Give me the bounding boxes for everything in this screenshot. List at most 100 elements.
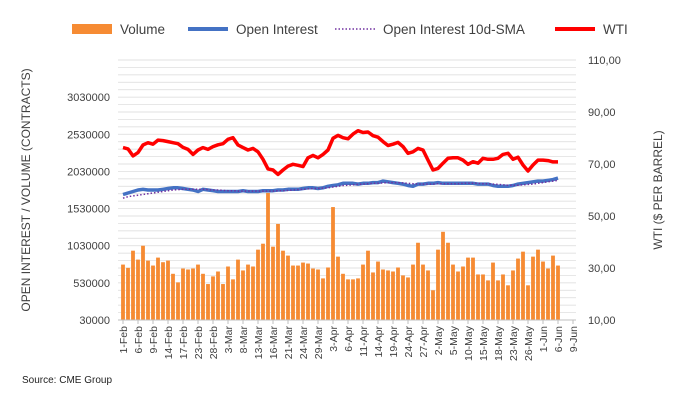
legend-label: WTI [603, 22, 628, 37]
volume-bar [121, 264, 125, 320]
volume-bar [536, 249, 540, 320]
volume-bar [451, 264, 455, 320]
volume-bar [556, 265, 560, 320]
volume-bar [281, 250, 285, 320]
volume-bar [531, 256, 535, 320]
volume-bar [206, 284, 210, 320]
wti-line [122, 128, 558, 177]
volume-bar [151, 265, 155, 320]
x-tick-label: 18-May [493, 325, 505, 361]
volume-bar [506, 285, 510, 320]
volume-bar [321, 278, 325, 320]
volume-bar [471, 257, 475, 320]
x-tick-label: 1-Feb [118, 326, 130, 354]
volume-bar [176, 282, 180, 320]
legend-swatch-volume [72, 24, 112, 34]
x-tick-label: 3-Mar [223, 325, 235, 353]
x-tick-label: 6-Feb [133, 326, 145, 354]
x-tick-label: 24-Apr [403, 325, 415, 357]
volume-bar [376, 261, 380, 320]
volume-bar [216, 271, 220, 320]
y-axis-right-title: WTI ($ PER BARREL) [651, 130, 665, 249]
y-right-tick-label: 50,00 [588, 211, 616, 223]
x-tick-label: 15-May [478, 325, 490, 361]
volume-bar [336, 256, 340, 320]
x-tick-label: 13-Mar [253, 326, 265, 360]
volume-bar [511, 270, 515, 320]
volume-bar [226, 266, 230, 320]
volume-bar [201, 273, 205, 320]
source-note: Source: CME Group [22, 375, 113, 386]
volume-bar [546, 268, 550, 320]
y-right-tick-label: 10,00 [588, 315, 616, 327]
x-tick-label: 10-May [463, 325, 475, 361]
x-tick-label: 9-Feb [148, 326, 160, 354]
legend-label: Volume [120, 22, 165, 37]
y-left-tick-label: 1530000 [67, 204, 110, 216]
legend-label: Open Interest [236, 22, 318, 37]
volume-bar [171, 273, 175, 320]
x-tick-label: 9-Jun [568, 326, 580, 352]
volume-bar [486, 280, 490, 320]
volume-bar [271, 246, 275, 320]
x-tick-label: 8-Mar [238, 325, 250, 353]
volume-bar [131, 250, 135, 320]
volume-bar [301, 262, 305, 320]
y-right-tick-label: 30,00 [588, 263, 616, 275]
volume-bar [441, 231, 445, 320]
volume-bar [186, 269, 190, 320]
y-left-tick-label: 2030000 [67, 166, 110, 178]
x-tick-label: 16-Mar [268, 326, 280, 360]
x-tick-label: 1-Jun [538, 326, 550, 352]
series-lines [122, 128, 559, 199]
volume-bar [326, 267, 330, 320]
x-tick-label: 6-Apr [343, 326, 355, 352]
volume-bar [461, 266, 465, 320]
volume-bar [391, 271, 395, 320]
y-right-tick-label: 90,00 [588, 107, 616, 119]
volume-bar [541, 261, 545, 320]
y-right-tick-label: 110,00 [588, 55, 621, 67]
volume-bar [236, 259, 240, 320]
volume-bar [286, 255, 290, 320]
volume-bar [476, 274, 480, 320]
volume-bars [121, 192, 560, 320]
volume-bar [341, 273, 345, 320]
volume-bar [146, 260, 150, 320]
y-left-tick-label: 2530000 [67, 129, 110, 141]
x-tick-label: 24-Mar [298, 326, 310, 360]
volume-bar [316, 269, 320, 320]
volume-bar [196, 264, 200, 320]
legend-label: Open Interest 10d-SMA [383, 22, 525, 37]
volume-bar [491, 262, 495, 320]
x-tick-label: 23-May [508, 325, 520, 361]
volume-bar [411, 264, 415, 320]
legend: Volume Open Interest Open Interest 10d-SMA… [72, 22, 628, 37]
volume-bar [521, 251, 525, 320]
volume-bar [191, 268, 195, 320]
volume-bar [356, 278, 360, 320]
volume-bar [266, 192, 270, 320]
x-tick-label: 21-Mar [283, 326, 295, 360]
volume-bar [156, 257, 160, 320]
volume-bar [126, 267, 130, 320]
volume-bar [466, 257, 470, 320]
volume-bar [481, 274, 485, 320]
volume-bar [406, 277, 410, 320]
volume-bar [386, 270, 390, 320]
x-tick-label: 17-Feb [178, 326, 190, 359]
volume-bar [211, 276, 215, 320]
volume-bar [371, 272, 375, 320]
x-tick-label: 28-Feb [208, 326, 220, 359]
volume-bar [221, 284, 225, 320]
y-left-tick-label: 30000 [79, 315, 110, 327]
volume-bar [526, 285, 530, 320]
volume-bar [166, 260, 170, 320]
volume-bar [551, 255, 555, 320]
volume-bar [261, 243, 265, 320]
x-tick-label: 5-May [448, 325, 460, 355]
volume-bar [361, 264, 365, 320]
volume-bar [256, 249, 260, 320]
volume-bar [136, 259, 140, 320]
volume-bar [331, 207, 335, 320]
